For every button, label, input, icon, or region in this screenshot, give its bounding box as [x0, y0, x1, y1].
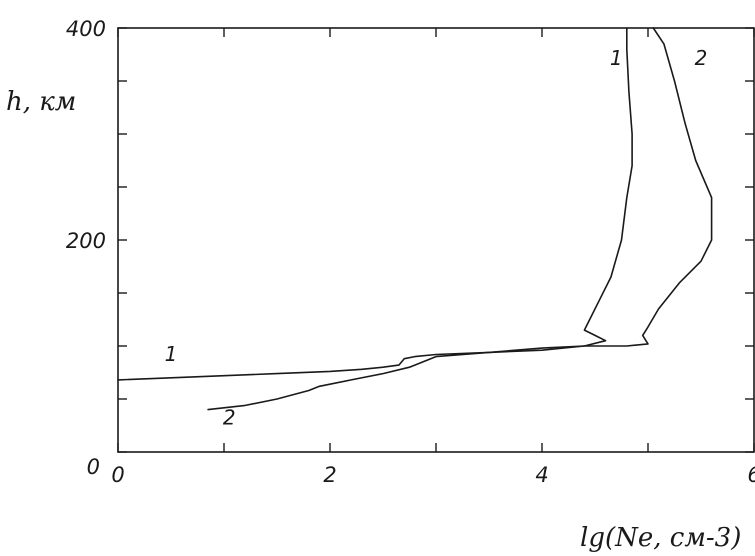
curve-labels: 1 2 1 2 — [165, 46, 708, 429]
axis-ticks — [117, 27, 755, 453]
curve-label: 2 — [223, 405, 236, 429]
y-tick-label: 400 — [66, 17, 106, 41]
y-axis-title: h, км — [6, 87, 76, 117]
x-tick-label: 2 — [323, 463, 336, 487]
series-layer — [117, 27, 713, 411]
curve-label: 1 — [165, 342, 178, 366]
y-tick-label: 0 — [87, 455, 100, 479]
series-line-1 — [117, 27, 633, 381]
axis-tick-labels: 0 2 4 6 0 200 400 — [66, 17, 755, 487]
x-tick-label: 0 — [111, 463, 124, 487]
y-tick-label: 200 — [66, 229, 106, 253]
x-axis-title: lg(Ne, см-3) — [580, 523, 741, 553]
x-tick-label: 4 — [535, 463, 548, 487]
series-line-2 — [207, 27, 713, 411]
curve-label: 2 — [695, 46, 708, 70]
plot-frame — [117, 27, 755, 453]
x-tick-label: 6 — [747, 463, 755, 487]
curve-label: 1 — [610, 46, 623, 70]
